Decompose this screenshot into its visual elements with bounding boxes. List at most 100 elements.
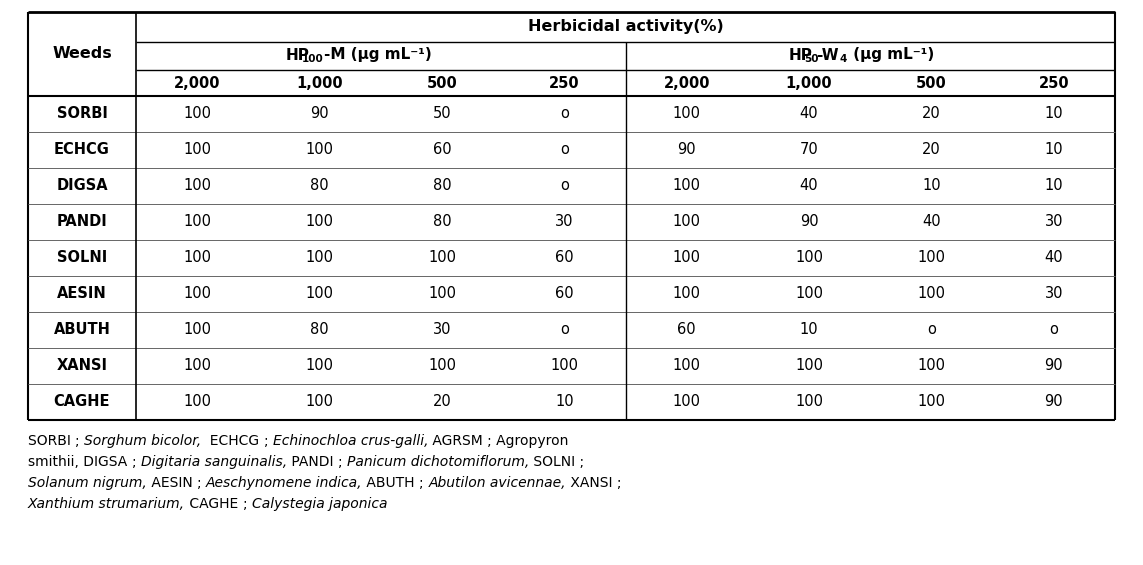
Text: 90: 90 bbox=[310, 106, 329, 121]
Text: AESIN: AESIN bbox=[146, 476, 197, 490]
Text: 2,000: 2,000 bbox=[174, 76, 221, 90]
Text: 100: 100 bbox=[796, 286, 823, 302]
Text: XANSI ;: XANSI ; bbox=[566, 476, 622, 490]
Text: o: o bbox=[1049, 323, 1058, 337]
Text: o: o bbox=[560, 323, 569, 337]
Text: 100: 100 bbox=[183, 394, 211, 410]
Text: 100: 100 bbox=[918, 250, 945, 266]
Text: 100: 100 bbox=[183, 286, 211, 302]
Text: 100: 100 bbox=[183, 250, 211, 266]
Text: 30: 30 bbox=[1045, 215, 1063, 229]
Text: 500: 500 bbox=[426, 76, 457, 90]
Text: Weeds: Weeds bbox=[53, 46, 112, 62]
Text: 10: 10 bbox=[1045, 106, 1063, 121]
Text: 100: 100 bbox=[918, 394, 945, 410]
Text: 1,000: 1,000 bbox=[785, 76, 832, 90]
Text: o: o bbox=[927, 323, 936, 337]
Text: 10: 10 bbox=[800, 323, 818, 337]
Text: XANSI: XANSI bbox=[56, 359, 107, 373]
Text: 10: 10 bbox=[555, 394, 574, 410]
Text: 30: 30 bbox=[555, 215, 574, 229]
Text: o: o bbox=[560, 142, 569, 158]
Text: 60: 60 bbox=[555, 286, 574, 302]
Text: ECHCG: ECHCG bbox=[54, 142, 110, 158]
Text: 100: 100 bbox=[427, 286, 456, 302]
Text: CAGHE: CAGHE bbox=[54, 394, 110, 410]
Text: HP: HP bbox=[789, 47, 813, 63]
Text: 80: 80 bbox=[432, 215, 451, 229]
Text: o: o bbox=[560, 106, 569, 121]
Text: 100: 100 bbox=[305, 359, 334, 373]
Text: 2,000: 2,000 bbox=[663, 76, 710, 90]
Text: 80: 80 bbox=[310, 179, 329, 193]
Text: 60: 60 bbox=[432, 142, 451, 158]
Text: 50: 50 bbox=[432, 106, 451, 121]
Text: 100: 100 bbox=[673, 394, 701, 410]
Text: ABUTH: ABUTH bbox=[362, 476, 419, 490]
Text: ;: ; bbox=[242, 497, 251, 511]
Text: 100: 100 bbox=[183, 179, 211, 193]
Text: Sorghum bicolor,: Sorghum bicolor, bbox=[85, 434, 201, 448]
Text: 60: 60 bbox=[555, 250, 574, 266]
Text: 40: 40 bbox=[1045, 250, 1063, 266]
Text: Solanum nigrum,: Solanum nigrum, bbox=[27, 476, 146, 490]
Text: 100: 100 bbox=[673, 106, 701, 121]
Text: 100: 100 bbox=[550, 359, 578, 373]
Text: 100: 100 bbox=[673, 215, 701, 229]
Text: 10: 10 bbox=[1045, 179, 1063, 193]
Text: ;: ; bbox=[75, 434, 85, 448]
Text: 100: 100 bbox=[183, 106, 211, 121]
Text: HP: HP bbox=[286, 47, 310, 63]
Text: 4: 4 bbox=[839, 54, 847, 64]
Text: 100: 100 bbox=[305, 394, 334, 410]
Text: AGRSM ; Agropyron: AGRSM ; Agropyron bbox=[429, 434, 569, 448]
Text: 90: 90 bbox=[800, 215, 818, 229]
Text: 90: 90 bbox=[678, 142, 696, 158]
Text: SOLNI: SOLNI bbox=[57, 250, 107, 266]
Text: 30: 30 bbox=[1045, 286, 1063, 302]
Text: 100: 100 bbox=[305, 250, 334, 266]
Text: 40: 40 bbox=[922, 215, 941, 229]
Text: PANDI: PANDI bbox=[57, 215, 107, 229]
Text: 40: 40 bbox=[800, 179, 818, 193]
Text: -M (µg mL⁻¹): -M (µg mL⁻¹) bbox=[323, 47, 432, 63]
Text: 100: 100 bbox=[673, 286, 701, 302]
Text: 10: 10 bbox=[1045, 142, 1063, 158]
Text: 100: 100 bbox=[427, 359, 456, 373]
Text: -W: -W bbox=[816, 47, 839, 63]
Text: ABUTH: ABUTH bbox=[54, 323, 111, 337]
Text: Aeschynomene indica,: Aeschynomene indica, bbox=[206, 476, 362, 490]
Text: Herbicidal activity(%): Herbicidal activity(%) bbox=[528, 20, 724, 34]
Text: Abutilon avicennae,: Abutilon avicennae, bbox=[429, 476, 566, 490]
Text: AESIN: AESIN bbox=[57, 286, 107, 302]
Text: 100: 100 bbox=[183, 323, 211, 337]
Text: 90: 90 bbox=[1045, 359, 1063, 373]
Text: ;: ; bbox=[337, 455, 346, 469]
Text: 70: 70 bbox=[800, 142, 818, 158]
Text: 80: 80 bbox=[310, 323, 329, 337]
Text: 100: 100 bbox=[673, 250, 701, 266]
Text: 100: 100 bbox=[305, 142, 334, 158]
Text: 30: 30 bbox=[433, 323, 451, 337]
Text: CAGHE: CAGHE bbox=[185, 497, 242, 511]
Text: smithii, DIGSA: smithii, DIGSA bbox=[27, 455, 131, 469]
Text: 20: 20 bbox=[922, 106, 941, 121]
Text: 60: 60 bbox=[678, 323, 696, 337]
Text: 20: 20 bbox=[432, 394, 451, 410]
Text: 20: 20 bbox=[922, 142, 941, 158]
Text: PANDI: PANDI bbox=[287, 455, 337, 469]
Text: ;: ; bbox=[264, 434, 273, 448]
Text: 100: 100 bbox=[183, 215, 211, 229]
Text: 100: 100 bbox=[302, 54, 323, 64]
Text: DIGSA: DIGSA bbox=[56, 179, 107, 193]
Text: o: o bbox=[560, 179, 569, 193]
Text: SORBI: SORBI bbox=[56, 106, 107, 121]
Text: 250: 250 bbox=[549, 76, 580, 90]
Text: 50: 50 bbox=[805, 54, 818, 64]
Text: 10: 10 bbox=[922, 179, 941, 193]
Text: 100: 100 bbox=[673, 179, 701, 193]
Text: ;: ; bbox=[419, 476, 429, 490]
Text: Calystegia japonica: Calystegia japonica bbox=[251, 497, 387, 511]
Text: 90: 90 bbox=[1045, 394, 1063, 410]
Text: 500: 500 bbox=[916, 76, 946, 90]
